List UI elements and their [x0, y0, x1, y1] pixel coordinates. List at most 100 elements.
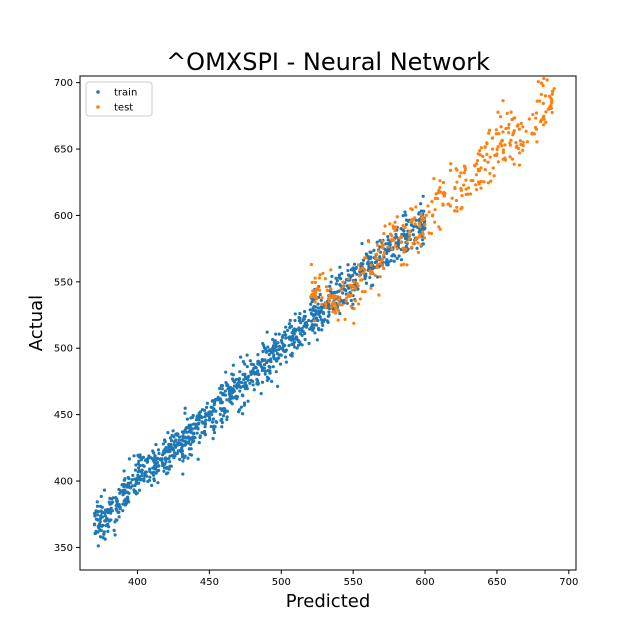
scatter-point	[455, 180, 459, 184]
scatter-point	[186, 456, 190, 460]
scatter-point	[476, 180, 481, 184]
scatter-point	[353, 262, 357, 266]
scatter-point	[420, 227, 424, 231]
scatter-point	[386, 245, 391, 249]
scatter-point	[256, 359, 260, 363]
scatter-point	[419, 213, 423, 217]
scatter-point	[180, 449, 185, 453]
scatter-point	[500, 139, 504, 143]
scatter-point	[395, 247, 399, 251]
scatter-point	[489, 179, 493, 183]
scatter-point	[138, 453, 142, 457]
scatter-point	[95, 504, 100, 508]
scatter-point	[382, 231, 386, 236]
scatter-point	[501, 148, 506, 152]
scatter-point	[187, 423, 191, 427]
scatter-point	[313, 276, 317, 280]
scatter-point	[195, 425, 199, 429]
scatter-point	[545, 78, 549, 82]
scatter-point	[152, 477, 156, 481]
scatter-point	[260, 358, 265, 362]
scatter-point	[214, 419, 218, 424]
scatter-point	[136, 466, 141, 470]
scatter-point	[330, 274, 334, 278]
scatter-point	[479, 166, 483, 170]
x-tick-label: 500	[272, 577, 291, 588]
scatter-point	[94, 517, 99, 521]
scatter-point	[256, 381, 260, 385]
scatter-point	[213, 397, 218, 402]
scatter-point	[349, 293, 354, 297]
scatter-point	[513, 116, 517, 120]
scatter-point	[464, 187, 468, 191]
scatter-point	[181, 436, 185, 440]
scatter-point	[416, 241, 420, 245]
scatter-point	[483, 145, 487, 149]
scatter-point	[399, 240, 403, 244]
scatter-point	[219, 398, 223, 402]
scatter-point	[165, 450, 169, 454]
scatter-point	[497, 131, 501, 136]
scatter-point	[94, 529, 98, 533]
scatter-point	[414, 218, 418, 222]
scatter-point	[220, 420, 224, 425]
scatter-point	[211, 437, 215, 441]
scatter-point	[269, 357, 273, 361]
scatter-point	[411, 228, 415, 232]
scatter-point	[294, 328, 298, 332]
scatter-point	[107, 525, 111, 529]
scatter-point	[137, 488, 142, 492]
scatter-point	[317, 328, 321, 332]
scatter-point	[331, 310, 335, 314]
scatter-point	[194, 418, 198, 422]
scatter-point	[521, 140, 525, 144]
scatter-point	[437, 188, 441, 193]
scatter-point	[550, 89, 555, 93]
scatter-point	[159, 457, 163, 461]
scatter-point	[101, 536, 105, 540]
scatter-point	[490, 136, 495, 140]
scatter-point	[352, 307, 356, 311]
scatter-point	[242, 403, 246, 407]
scatter-point	[142, 479, 146, 483]
scatter-point	[216, 395, 220, 400]
scatter-point	[266, 345, 270, 349]
scatter-point	[365, 253, 369, 257]
scatter-point	[267, 353, 271, 357]
scatter-point	[164, 460, 168, 464]
scatter-point	[361, 262, 365, 266]
scatter-point	[98, 535, 103, 539]
scatter-point	[462, 164, 467, 168]
scatter-point	[123, 503, 128, 507]
scatter-point	[337, 273, 342, 277]
y-tick-label: 400	[54, 477, 73, 488]
scatter-point	[409, 207, 413, 211]
scatter-point	[405, 263, 409, 267]
scatter-point	[463, 168, 467, 172]
scatter-point	[363, 256, 367, 260]
scatter-point	[386, 235, 390, 239]
scatter-point	[119, 489, 123, 493]
scatter-point	[375, 240, 379, 244]
scatter-point	[514, 140, 518, 145]
scatter-point	[251, 363, 256, 367]
scatter-point	[341, 280, 345, 284]
scatter-point	[223, 389, 227, 393]
scatter-point	[352, 280, 356, 284]
scatter-point	[532, 132, 536, 136]
scatter-point	[464, 178, 468, 182]
scatter-point	[419, 202, 423, 206]
scatter-point	[357, 274, 361, 278]
scatter-point	[190, 431, 194, 435]
scatter-point	[407, 237, 411, 241]
scatter-point	[248, 359, 252, 363]
scatter-point	[264, 350, 268, 354]
scatter-point	[343, 317, 347, 322]
scatter-point	[536, 80, 540, 84]
scatter-point	[101, 523, 105, 527]
scatter-point	[212, 407, 216, 411]
scatter-point	[231, 363, 235, 367]
scatter-point	[535, 140, 539, 144]
scatter-point	[300, 326, 304, 331]
scatter-point	[151, 473, 156, 477]
